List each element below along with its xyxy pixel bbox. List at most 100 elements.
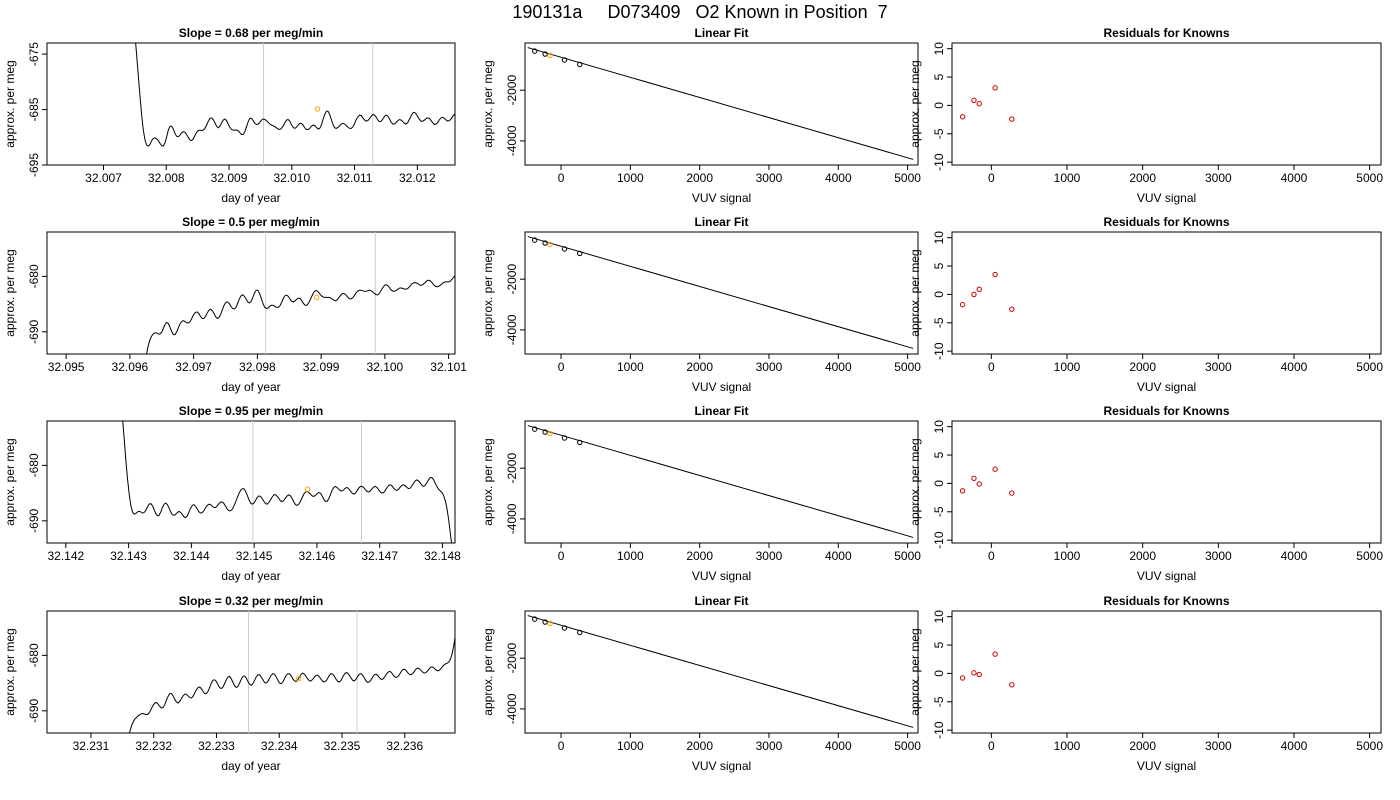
- panel-3-0: Slope = 0.32 per meg/min 32.231 32.232 32.2…: [3, 594, 456, 773]
- x-tick-label: 32.012: [399, 171, 436, 185]
- x-tick-label: 5000: [894, 739, 921, 753]
- panel-0-0: Slope = 0.68 per meg/min 32.007 32.008 32.0…: [3, 26, 456, 205]
- y-tick-label: -680: [27, 264, 41, 288]
- data-point: [547, 52, 553, 59]
- residual-point: [959, 301, 966, 308]
- panel-title: Linear Fit: [694, 594, 748, 608]
- x-tick-label: 3000: [756, 549, 783, 563]
- x-tick-label: 32.009: [211, 171, 248, 185]
- panel-2-1: Linear Fit 0 1000 2000 3000 4000 5000 -2000 -400…: [481, 404, 921, 583]
- x-tick-label: 32.097: [175, 360, 212, 374]
- x-axis-label: VUV signal: [692, 191, 751, 205]
- x-axis-label: VUV signal: [692, 569, 751, 583]
- y-axis-label: approx. per meg: [3, 60, 17, 147]
- y-axis-label: approx. per meg: [3, 249, 17, 336]
- series-line: [146, 275, 455, 354]
- y-tick-label: -690: [27, 508, 41, 532]
- y-tick-label: -685: [27, 97, 41, 121]
- series-line: [129, 633, 455, 733]
- x-tick-label: 1000: [1054, 171, 1081, 185]
- y-tick-label: 0: [932, 480, 946, 487]
- x-tick-label: 32.100: [367, 360, 404, 374]
- x-tick-label: 1000: [617, 549, 644, 563]
- x-tick-label: 3000: [1205, 171, 1232, 185]
- residual-point: [976, 481, 982, 487]
- plot-area: [135, 43, 455, 165]
- plot-area: [959, 651, 1015, 688]
- x-tick-label: 3000: [1205, 739, 1232, 753]
- x-tick-label: 0: [988, 360, 995, 374]
- x-axis-label: day of year: [221, 380, 280, 394]
- x-tick-label: 3000: [1205, 549, 1232, 563]
- x-tick-label: 3000: [756, 171, 783, 185]
- y-tick-label: -10: [932, 342, 946, 360]
- x-tick-label: 32.236: [386, 739, 423, 753]
- x-tick-label: 2000: [686, 549, 713, 563]
- y-axis-label: approx. per meg: [3, 438, 17, 525]
- fit-line: [527, 615, 914, 728]
- data-point: [532, 426, 538, 432]
- highlight-point: [296, 675, 302, 682]
- x-tick-label: 32.147: [361, 549, 398, 563]
- residual-point: [1009, 682, 1015, 688]
- y-axis-label: approx. per meg: [481, 438, 495, 525]
- residual-point: [959, 114, 966, 120]
- x-tick-label: 32.235: [324, 739, 361, 753]
- data-point: [561, 625, 568, 631]
- plot-area: [959, 466, 1015, 496]
- data-point: [532, 616, 538, 622]
- x-axis-label: VUV signal: [1137, 191, 1196, 205]
- data-point: [561, 435, 568, 441]
- plot-frame: [46, 231, 456, 355]
- x-tick-label: 32.096: [112, 360, 149, 374]
- plot-area: [959, 85, 1015, 122]
- series-line: [135, 43, 455, 147]
- y-tick-label: -5: [932, 506, 946, 517]
- y-tick-label: 10: [932, 610, 946, 624]
- y-tick-label: -10: [932, 153, 946, 171]
- x-tick-label: 4000: [825, 739, 852, 753]
- y-tick-label: 5: [932, 641, 946, 648]
- data-point: [577, 629, 583, 636]
- y-axis-label: approx. per meg: [908, 60, 922, 147]
- data-point: [577, 250, 583, 257]
- x-tick-label: 5000: [894, 360, 921, 374]
- x-tick-label: 3000: [756, 360, 783, 374]
- y-tick-label: 10: [932, 231, 946, 245]
- x-tick-label: 1000: [1054, 360, 1081, 374]
- x-tick-label: 5000: [894, 171, 921, 185]
- data-point: [542, 240, 548, 246]
- panel-title: Residuals for Knowns: [1103, 404, 1229, 418]
- residual-point: [992, 651, 998, 657]
- x-tick-label: 2000: [686, 171, 713, 185]
- residual-point: [959, 675, 966, 681]
- x-tick-label: 32.145: [236, 549, 273, 563]
- plot-frame: [951, 231, 1382, 355]
- y-tick-label: -5: [932, 696, 946, 707]
- highlight-point: [314, 106, 321, 112]
- panel-1-1: Linear Fit 0 1000 2000 3000 4000 5000 -2000 -400…: [481, 215, 921, 394]
- x-tick-label: 1000: [1054, 739, 1081, 753]
- y-tick-label: -2000: [505, 264, 519, 295]
- residual-point: [992, 85, 998, 91]
- x-axis-label: day of year: [221, 191, 280, 205]
- panel-title: Slope = 0.32 per meg/min: [179, 594, 323, 608]
- x-tick-label: 32.143: [110, 549, 147, 563]
- x-axis-label: VUV signal: [1137, 569, 1196, 583]
- x-axis-label: day of year: [221, 569, 280, 583]
- x-tick-label: 4000: [825, 549, 852, 563]
- x-tick-label: 32.232: [135, 739, 172, 753]
- x-axis-label: VUV signal: [692, 380, 751, 394]
- plot-area: [129, 611, 455, 733]
- y-tick-label: -695: [27, 153, 41, 177]
- x-tick-label: 32.098: [239, 360, 276, 374]
- plot-frame: [46, 420, 456, 544]
- x-tick-label: 32.142: [47, 549, 84, 563]
- fit-line: [527, 47, 914, 160]
- panel-title: Slope = 0.95 per meg/min: [179, 404, 323, 418]
- data-point: [561, 246, 568, 252]
- plot-frame: [951, 610, 1382, 734]
- data-point: [542, 429, 548, 435]
- data-point: [532, 237, 538, 243]
- panel-title: Linear Fit: [694, 215, 748, 229]
